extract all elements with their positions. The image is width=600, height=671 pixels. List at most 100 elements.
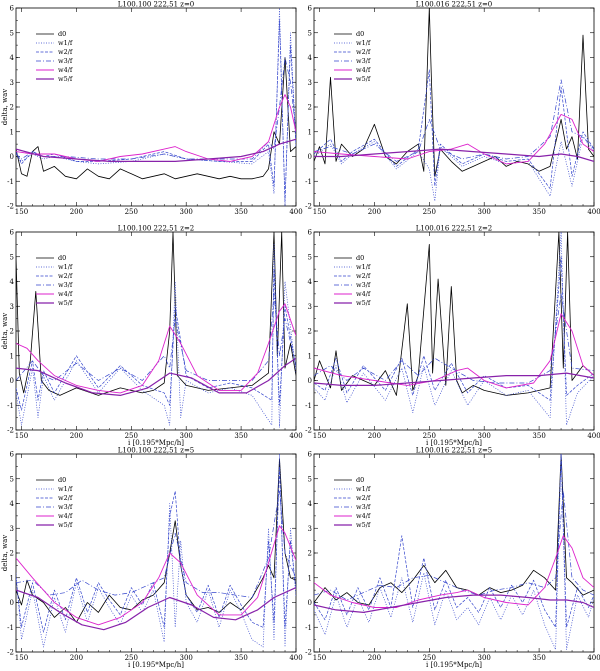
legend-label: w1/f: [58, 39, 73, 47]
series-line-d0: [16, 232, 296, 396]
x-tick-label: 200: [368, 208, 381, 216]
legend-label: d0: [356, 476, 364, 484]
x-tick-label: 400: [587, 432, 600, 440]
series-line-d0: [314, 454, 594, 606]
panel-title: L100.016 222,51 z=2: [416, 225, 493, 233]
legend-label: w4/f: [58, 290, 73, 298]
plot-area: [314, 454, 594, 650]
series-line-w1-f: [314, 454, 594, 650]
y-tick-label: 4: [10, 500, 15, 508]
x-tick-label: 350: [532, 208, 545, 216]
x-tick-label: 350: [234, 208, 247, 216]
y-tick-label: 0: [308, 153, 312, 161]
y-tick-label: 1: [10, 128, 14, 136]
y-tick-label: -1: [7, 402, 14, 410]
x-tick-label: 150: [15, 654, 28, 662]
series-line-w4-f: [314, 113, 594, 165]
y-tick-label: 1: [308, 352, 312, 360]
panel-title: L100.100 222,51 z=0: [118, 1, 195, 9]
y-tick-label: 5: [10, 29, 14, 37]
x-tick-label: 150: [313, 432, 326, 440]
legend-label: w3/f: [356, 281, 371, 289]
x-tick-label: 300: [180, 208, 193, 216]
y-tick-label: 0: [10, 599, 14, 607]
legend-label: d0: [58, 476, 66, 484]
panel-title: L100.100 222,51 z=5: [118, 447, 195, 455]
plot-frame: [15, 231, 297, 431]
plot-frame: [15, 7, 297, 207]
y-tick-label: 5: [308, 253, 312, 261]
y-tick-label: 4: [308, 500, 313, 508]
legend-label: w3/f: [356, 57, 371, 65]
series-line-w1-f: [16, 244, 296, 428]
x-tick-label: 350: [532, 432, 545, 440]
legend-label: w5/f: [356, 75, 371, 83]
chart-panel-1: L100.100 222,51 z=0 -2 -1 0 1 2 3 4 5 6 150 200 250 3…: [1, 1, 303, 217]
series-line-w2-f: [16, 466, 296, 633]
legend-label: w4/f: [356, 512, 371, 520]
y-axis-label: delta, wav: [1, 89, 9, 125]
y-tick-label: 2: [10, 328, 14, 336]
y-tick-label: 6: [10, 5, 15, 13]
plot-area: [314, 8, 594, 202]
plot-area: [16, 232, 296, 428]
chart-panel-3: L100.100 222,51 z=2 -2 -1 0 1 2 3 4 5 6 150 200 250 3…: [1, 225, 303, 448]
series-line-w2-f: [314, 69, 594, 190]
chart-panel-5: L100.100 222,51 z=5 -2 -1 0 1 2 3 4 5 6 150 200 250 3…: [1, 447, 303, 670]
series-line-w2-f: [16, 20, 296, 202]
y-tick-label: -2: [305, 649, 312, 657]
y-tick-label: 2: [10, 550, 14, 558]
series-line-w4-f: [314, 313, 594, 389]
x-tick-label: 250: [125, 432, 138, 440]
x-tick-label: 350: [234, 654, 247, 662]
y-tick-label: 1: [308, 128, 312, 136]
y-tick-label: 2: [308, 550, 312, 558]
y-tick-label: 6: [10, 229, 15, 237]
plot-frame: [15, 453, 297, 653]
x-tick-label: 250: [423, 432, 436, 440]
x-tick-label: 300: [478, 208, 491, 216]
y-tick-label: 3: [10, 525, 14, 533]
y-tick-label: 1: [10, 574, 14, 582]
legend-label: d0: [356, 30, 364, 38]
x-tick-label: 200: [368, 654, 381, 662]
y-tick-label: 6: [10, 451, 15, 459]
y-tick-label: 6: [308, 451, 313, 459]
legend-label: w3/f: [58, 281, 73, 289]
series-line-w4-f: [16, 525, 296, 626]
x-tick-label: 200: [368, 432, 381, 440]
series-line-w1-f: [314, 232, 594, 426]
x-tick-label: 300: [478, 654, 491, 662]
y-tick-label: -1: [7, 624, 14, 632]
series-line-w5-f: [314, 594, 594, 614]
y-tick-label: 3: [10, 303, 14, 311]
legend-label: w2/f: [58, 272, 73, 280]
y-tick-label: 3: [10, 79, 14, 87]
y-tick-label: 5: [10, 475, 14, 483]
y-tick-label: 1: [10, 352, 14, 360]
y-tick-label: -1: [305, 178, 312, 186]
y-tick-label: 2: [308, 328, 312, 336]
legend-label: w5/f: [356, 521, 371, 529]
y-tick-label: 1: [308, 574, 312, 582]
y-tick-label: 3: [308, 525, 312, 533]
x-tick-label: 200: [70, 208, 83, 216]
x-tick-label: 400: [587, 654, 600, 662]
y-tick-label: 5: [308, 29, 312, 37]
x-axis-label: i [0.195*Mpc/h]: [426, 661, 482, 669]
y-tick-label: 3: [308, 303, 312, 311]
plot-frame: [313, 453, 595, 653]
y-axis-label: delta, wav: [1, 313, 9, 349]
y-tick-label: 3: [308, 79, 312, 87]
y-tick-label: -2: [7, 427, 14, 435]
legend-label: w2/f: [58, 494, 73, 502]
y-tick-label: 0: [308, 377, 312, 385]
plot-area: [16, 454, 296, 648]
x-axis-label: i [0.195*Mpc/h]: [128, 439, 184, 447]
series-line-w2-f: [314, 454, 594, 628]
